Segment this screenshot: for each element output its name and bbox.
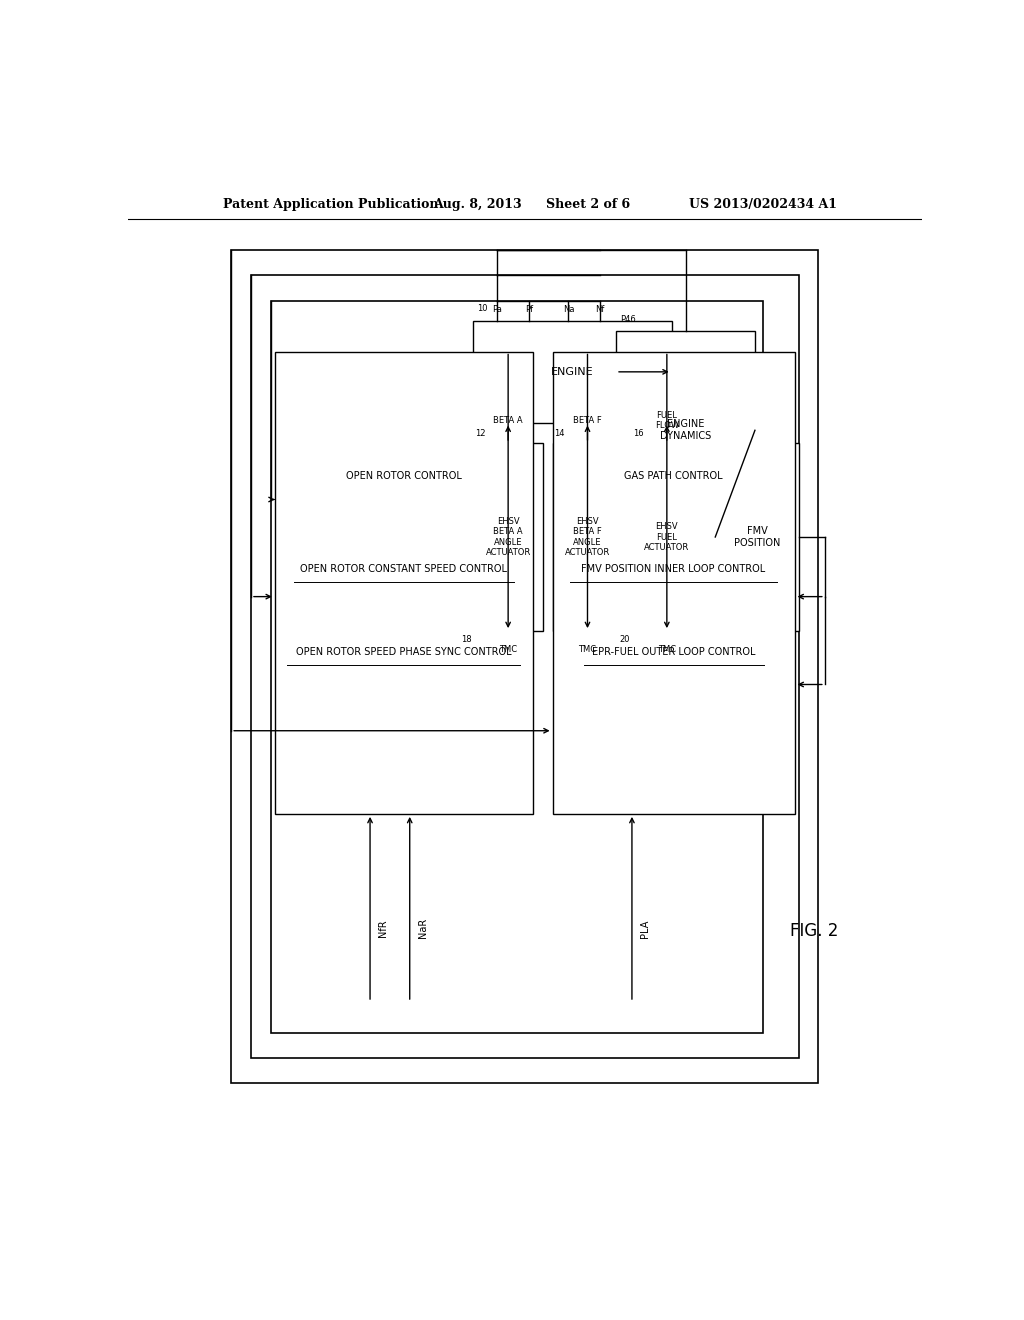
Text: Pf: Pf bbox=[524, 305, 532, 314]
Text: 20: 20 bbox=[620, 635, 631, 644]
Text: ENGINE: ENGINE bbox=[551, 367, 594, 376]
Text: GAS PATH CONTROL: GAS PATH CONTROL bbox=[625, 471, 723, 482]
Text: BETA A: BETA A bbox=[494, 416, 523, 425]
Bar bbox=[616, 331, 755, 529]
Text: Pa: Pa bbox=[493, 305, 502, 314]
Bar bbox=[715, 444, 799, 631]
Bar bbox=[251, 276, 799, 1057]
Text: P46: P46 bbox=[620, 315, 636, 325]
Text: TMC: TMC bbox=[499, 645, 517, 653]
Text: NfR: NfR bbox=[378, 920, 388, 937]
Text: FMV
POSITION: FMV POSITION bbox=[734, 527, 780, 548]
Bar bbox=[473, 321, 672, 422]
Text: FMV POSITION INNER LOOP CONTROL: FMV POSITION INNER LOOP CONTROL bbox=[582, 564, 766, 574]
Text: NaR: NaR bbox=[418, 919, 428, 939]
Text: Aug. 8, 2013: Aug. 8, 2013 bbox=[433, 198, 521, 211]
Text: Patent Application Publication: Patent Application Publication bbox=[223, 198, 438, 211]
Text: Nf: Nf bbox=[596, 305, 605, 314]
Bar bbox=[553, 351, 795, 814]
Text: OPEN ROTOR SPEED PHASE SYNC CONTROL: OPEN ROTOR SPEED PHASE SYNC CONTROL bbox=[296, 647, 512, 657]
Text: 12: 12 bbox=[475, 429, 485, 438]
Text: Sheet 2 of 6: Sheet 2 of 6 bbox=[546, 198, 631, 211]
Text: 16: 16 bbox=[634, 429, 644, 438]
Bar bbox=[473, 444, 543, 631]
Text: PLA: PLA bbox=[640, 919, 650, 937]
Bar bbox=[553, 444, 623, 631]
Text: 14: 14 bbox=[554, 429, 564, 438]
Text: EHSV
BETA F
ANGLE
ACTUATOR: EHSV BETA F ANGLE ACTUATOR bbox=[565, 517, 610, 557]
Text: OPEN ROTOR CONTROL: OPEN ROTOR CONTROL bbox=[346, 471, 462, 482]
Text: Na: Na bbox=[563, 305, 574, 314]
Text: TMC: TMC bbox=[657, 645, 676, 653]
Text: FIG. 2: FIG. 2 bbox=[791, 921, 839, 940]
Text: 18: 18 bbox=[461, 635, 472, 644]
Text: EPR-FUEL OUTER LOOP CONTROL: EPR-FUEL OUTER LOOP CONTROL bbox=[592, 647, 756, 657]
Text: ENGINE
DYNAMICS: ENGINE DYNAMICS bbox=[659, 420, 711, 441]
Text: US 2013/0202434 A1: US 2013/0202434 A1 bbox=[689, 198, 837, 211]
Bar bbox=[231, 249, 818, 1084]
Text: EHSV
BETA A
ANGLE
ACTUATOR: EHSV BETA A ANGLE ACTUATOR bbox=[485, 517, 530, 557]
Bar bbox=[632, 444, 701, 631]
Text: TMC: TMC bbox=[579, 645, 597, 653]
Bar bbox=[274, 351, 532, 814]
Text: OPEN ROTOR CONSTANT SPEED CONTROL: OPEN ROTOR CONSTANT SPEED CONTROL bbox=[300, 564, 507, 574]
Text: 10: 10 bbox=[477, 304, 487, 313]
Text: FUEL
FLOW: FUEL FLOW bbox=[654, 411, 679, 430]
Text: BETA F: BETA F bbox=[573, 416, 602, 425]
Text: EHSV
FUEL
ACTUATOR: EHSV FUEL ACTUATOR bbox=[644, 523, 689, 552]
Bar bbox=[270, 301, 763, 1032]
